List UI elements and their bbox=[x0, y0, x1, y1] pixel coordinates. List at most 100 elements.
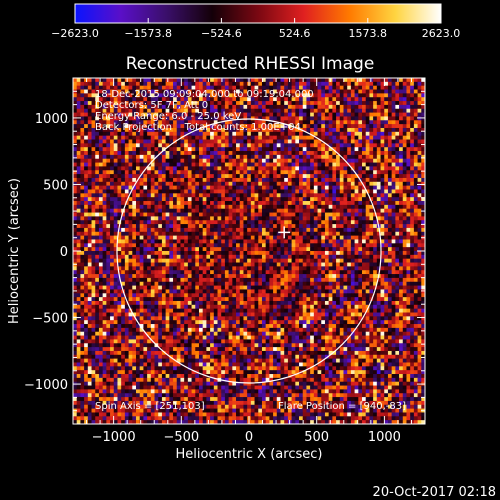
heatmap-cell bbox=[302, 189, 307, 194]
heatmap-cell bbox=[399, 274, 404, 279]
heatmap-cell bbox=[128, 197, 133, 202]
heatmap-cell bbox=[135, 151, 140, 156]
heatmap-cell bbox=[73, 227, 78, 233]
heatmap-cell bbox=[350, 251, 355, 256]
heatmap-cell bbox=[95, 277, 100, 283]
heatmap-cell bbox=[73, 154, 78, 160]
heatmap-cell bbox=[217, 193, 222, 198]
heatmap-cell bbox=[236, 212, 241, 217]
heatmap-cell bbox=[306, 158, 311, 163]
heatmap-cell bbox=[217, 135, 222, 140]
heatmap-cell bbox=[332, 104, 337, 110]
heatmap-cell bbox=[299, 108, 304, 113]
heatmap-cell bbox=[232, 208, 237, 213]
heatmap-cell bbox=[391, 101, 396, 106]
heatmap-cell bbox=[132, 254, 137, 259]
heatmap-cell bbox=[321, 154, 326, 160]
heatmap-cell bbox=[387, 116, 392, 121]
heatmap-cell bbox=[135, 220, 140, 225]
heatmap-cell bbox=[328, 227, 333, 233]
heatmap-cell bbox=[158, 197, 163, 202]
heatmap-cell bbox=[354, 147, 359, 152]
heatmap-cell bbox=[339, 97, 344, 102]
heatmap-cell bbox=[121, 201, 126, 206]
heatmap-cell bbox=[187, 266, 192, 271]
heatmap-cell bbox=[143, 193, 148, 198]
heatmap-cell bbox=[306, 154, 311, 160]
heatmap-cell bbox=[273, 220, 278, 225]
heatmap-cell bbox=[350, 166, 355, 171]
heatmap-cell bbox=[143, 112, 148, 117]
heatmap-cell bbox=[324, 262, 329, 267]
heatmap-cell bbox=[165, 239, 170, 244]
heatmap-cell bbox=[213, 81, 218, 86]
heatmap-cell bbox=[213, 216, 218, 221]
heatmap-cell bbox=[143, 266, 148, 271]
heatmap-cell bbox=[258, 181, 263, 186]
heatmap-cell bbox=[258, 212, 263, 217]
heatmap-cell bbox=[402, 262, 407, 267]
heatmap-cell bbox=[299, 174, 304, 179]
heatmap-cell bbox=[276, 251, 281, 256]
heatmap-cell bbox=[76, 251, 81, 256]
heatmap-cell bbox=[350, 220, 355, 225]
heatmap-cell bbox=[299, 101, 304, 106]
heatmap-cell bbox=[95, 224, 100, 229]
heatmap-cell bbox=[321, 89, 326, 94]
heatmap-cell bbox=[406, 78, 411, 83]
heatmap-cell bbox=[313, 93, 318, 98]
heatmap-cell bbox=[187, 181, 192, 186]
heatmap-cell bbox=[128, 231, 133, 236]
heatmap-cell bbox=[336, 235, 341, 240]
heatmap-cell bbox=[261, 166, 266, 171]
heatmap-cell bbox=[324, 135, 329, 140]
heatmap-cell bbox=[206, 231, 211, 236]
heatmap-cell bbox=[299, 166, 304, 171]
heatmap-cell bbox=[176, 174, 181, 179]
heatmap-cell bbox=[195, 189, 200, 194]
heatmap-cell bbox=[295, 270, 300, 275]
heatmap-cell bbox=[195, 85, 200, 90]
heatmap-cell bbox=[291, 78, 296, 83]
heatmap-cell bbox=[217, 112, 222, 117]
heatmap-cell bbox=[173, 247, 178, 252]
heatmap-cell bbox=[206, 81, 211, 86]
heatmap-cell bbox=[73, 120, 78, 125]
heatmap-cell bbox=[117, 143, 122, 148]
heatmap-cell bbox=[347, 181, 352, 186]
heatmap-cell bbox=[365, 254, 370, 259]
heatmap-cell bbox=[413, 97, 418, 102]
heatmap-cell bbox=[399, 231, 404, 236]
heatmap-cell bbox=[280, 124, 285, 129]
heatmap-cell bbox=[350, 120, 355, 125]
heatmap-cell bbox=[413, 147, 418, 152]
heatmap-cell bbox=[113, 185, 118, 190]
heatmap-cell bbox=[243, 212, 248, 217]
heatmap-cell bbox=[365, 189, 370, 194]
heatmap-cell bbox=[350, 266, 355, 271]
heatmap-cell bbox=[350, 93, 355, 98]
heatmap-cell bbox=[399, 201, 404, 206]
heatmap-cell bbox=[362, 143, 367, 148]
heatmap-cell bbox=[210, 251, 215, 256]
heatmap-cell bbox=[406, 208, 411, 213]
heatmap-cell bbox=[139, 277, 144, 283]
heatmap-cell bbox=[206, 201, 211, 206]
heatmap-cell bbox=[117, 262, 122, 267]
heatmap-cell bbox=[176, 101, 181, 106]
heatmap-cell bbox=[399, 135, 404, 140]
heatmap-cell bbox=[347, 216, 352, 221]
heatmap-cell bbox=[87, 254, 92, 259]
heatmap-cell bbox=[354, 81, 359, 86]
heatmap-cell bbox=[313, 147, 318, 152]
heatmap-cell bbox=[254, 112, 259, 117]
heatmap-cell bbox=[213, 147, 218, 152]
heatmap-cell bbox=[176, 224, 181, 229]
heatmap-cell bbox=[261, 143, 266, 148]
heatmap-cell bbox=[228, 89, 233, 94]
heatmap-cell bbox=[250, 220, 255, 225]
heatmap-cell bbox=[180, 270, 185, 275]
heatmap-cell bbox=[139, 266, 144, 271]
heatmap-cell bbox=[184, 262, 189, 267]
heatmap-cell bbox=[254, 274, 259, 279]
